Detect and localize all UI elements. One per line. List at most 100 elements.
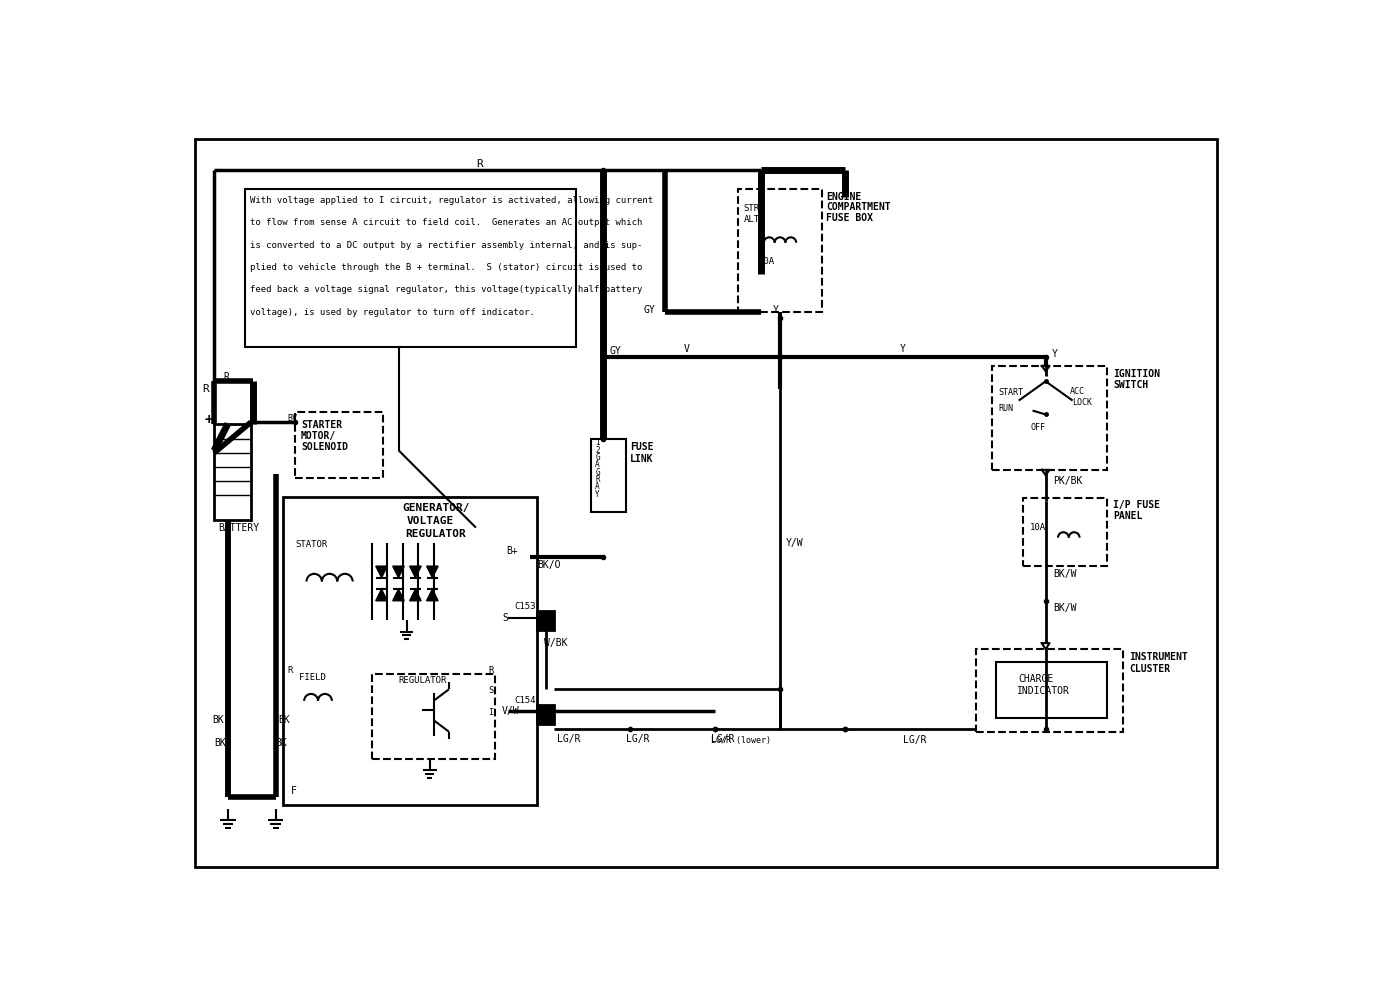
- Text: STATOR: STATOR: [295, 540, 328, 549]
- Text: B+: B+: [507, 546, 518, 556]
- Text: LG/R: LG/R: [711, 734, 734, 744]
- Text: BV: BV: [288, 413, 297, 422]
- Text: REGULATOR: REGULATOR: [399, 675, 448, 684]
- Text: V: V: [684, 344, 690, 354]
- Text: CLUSTER: CLUSTER: [1129, 663, 1170, 673]
- Bar: [537, 705, 555, 724]
- Text: IGNITION: IGNITION: [1114, 369, 1161, 378]
- Text: REGULATOR: REGULATOR: [405, 529, 465, 539]
- Text: INDICATOR: INDICATOR: [1018, 686, 1070, 696]
- Text: STR: STR: [744, 203, 760, 212]
- Text: LOCK: LOCK: [1071, 398, 1092, 407]
- Bar: [537, 611, 555, 630]
- Polygon shape: [409, 566, 421, 578]
- Bar: [591, 439, 627, 512]
- Text: BK: BK: [278, 715, 289, 725]
- Text: G: G: [595, 468, 600, 477]
- Text: BATTERY: BATTERY: [218, 523, 259, 533]
- Bar: [213, 423, 251, 520]
- Text: Y: Y: [1052, 350, 1058, 360]
- Text: R: R: [202, 384, 209, 394]
- Text: voltage), is used by regulator to turn off indicator.: voltage), is used by regulator to turn o…: [251, 308, 536, 317]
- Text: FUSE BOX: FUSE BOX: [826, 213, 873, 223]
- Text: START: START: [998, 388, 1023, 397]
- Polygon shape: [392, 590, 405, 601]
- Text: RUN: RUN: [998, 403, 1013, 412]
- Text: to flow from sense A circuit to field coil.  Generates an AC output which: to flow from sense A circuit to field co…: [251, 218, 643, 227]
- Polygon shape: [376, 590, 387, 601]
- Text: A: A: [595, 482, 600, 491]
- Text: LINK: LINK: [629, 454, 653, 464]
- Text: COMPARTMENT: COMPARTMENT: [826, 202, 891, 212]
- Text: With voltage applied to I circuit, regulator is activated, allowing current: With voltage applied to I circuit, regul…: [251, 196, 653, 205]
- Bar: [976, 649, 1122, 732]
- Text: INSTRUMENT: INSTRUMENT: [1129, 652, 1187, 662]
- Text: V/W: V/W: [503, 706, 519, 716]
- Text: ENGINE: ENGINE: [826, 191, 862, 201]
- Text: I/P FUSE: I/P FUSE: [1114, 500, 1161, 510]
- Text: 30A: 30A: [759, 258, 775, 267]
- Text: G: G: [595, 453, 600, 462]
- Text: C154: C154: [515, 696, 536, 705]
- Text: Y: Y: [772, 306, 779, 316]
- Text: R: R: [489, 665, 493, 674]
- Text: GY: GY: [643, 306, 655, 316]
- Text: R: R: [223, 372, 229, 381]
- Text: BK: BK: [275, 738, 288, 748]
- Bar: [991, 366, 1107, 470]
- Text: BK/W: BK/W: [1053, 603, 1077, 613]
- Text: OFF: OFF: [1030, 423, 1045, 432]
- Text: plied to vehicle through the B + terminal.  S (stator) circuit is used to: plied to vehicle through the B + termina…: [251, 263, 643, 272]
- Bar: [295, 412, 383, 477]
- Text: Y/W: Y/W: [786, 538, 804, 548]
- Text: VOLTAGE: VOLTAGE: [406, 517, 454, 527]
- Text: FIELD: FIELD: [299, 673, 325, 682]
- Text: LG/R: LG/R: [903, 735, 927, 745]
- Text: Y: Y: [595, 490, 600, 499]
- Polygon shape: [376, 566, 387, 578]
- Text: MOTOR/: MOTOR/: [302, 431, 336, 441]
- Text: BK: BK: [213, 738, 226, 748]
- Text: GY: GY: [609, 346, 621, 356]
- Text: BK/O: BK/O: [537, 560, 560, 570]
- Text: BK: BK: [212, 715, 224, 725]
- Text: R: R: [476, 159, 482, 169]
- Text: Y: Y: [899, 344, 905, 354]
- Text: STARTER: STARTER: [302, 420, 343, 430]
- Text: PANEL: PANEL: [1114, 511, 1143, 521]
- Text: S: S: [503, 614, 508, 623]
- Text: GENERATOR/: GENERATOR/: [402, 503, 470, 513]
- Text: W/BK: W/BK: [544, 638, 567, 648]
- Text: LG/R (lower): LG/R (lower): [711, 736, 771, 745]
- Text: is converted to a DC output by a rectifier assembly internal, and is sup-: is converted to a DC output by a rectifi…: [251, 240, 643, 250]
- Text: SOLENOID: SOLENOID: [302, 442, 348, 452]
- Bar: [1023, 498, 1107, 566]
- Bar: [738, 189, 822, 312]
- Bar: [996, 662, 1107, 718]
- Text: A: A: [595, 460, 600, 469]
- Text: 10A: 10A: [1030, 523, 1047, 532]
- Text: R: R: [595, 475, 600, 484]
- Text: CHARGE: CHARGE: [1019, 674, 1053, 684]
- Bar: [245, 189, 576, 347]
- Bar: [372, 674, 496, 759]
- Text: 2: 2: [595, 446, 600, 455]
- Bar: [284, 497, 537, 805]
- Text: LG/R: LG/R: [556, 734, 580, 744]
- Polygon shape: [409, 590, 421, 601]
- Text: R: R: [288, 665, 292, 674]
- Polygon shape: [392, 566, 405, 578]
- Text: ALT: ALT: [744, 215, 760, 224]
- Text: ACC: ACC: [1070, 386, 1085, 395]
- Text: feed back a voltage signal regulator, this voltage(typically half battery: feed back a voltage signal regulator, th…: [251, 285, 643, 294]
- Polygon shape: [427, 590, 438, 601]
- Text: I: I: [489, 708, 493, 717]
- Text: LG/R: LG/R: [627, 734, 650, 744]
- Text: SWITCH: SWITCH: [1114, 380, 1148, 390]
- Text: S: S: [489, 686, 493, 695]
- Text: PK/BK: PK/BK: [1053, 476, 1082, 486]
- Text: 1: 1: [595, 438, 600, 447]
- Text: C153: C153: [515, 602, 536, 611]
- Text: F: F: [291, 786, 297, 796]
- Text: BK/W: BK/W: [1053, 569, 1077, 579]
